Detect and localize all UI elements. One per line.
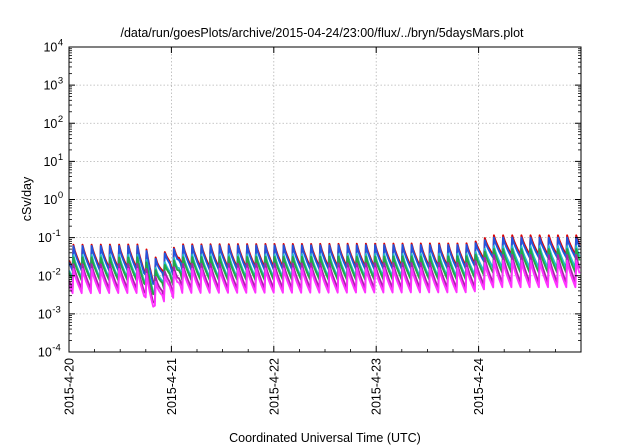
y-tick-label: 10 -3 <box>38 304 61 321</box>
y-tick-base: 10 <box>38 307 52 321</box>
x-tick-label: 2015-4-22 <box>267 358 281 415</box>
y-tick-label: 10 -2 <box>38 266 61 283</box>
x-tick-label: 2015-4-20 <box>63 358 77 415</box>
x-tick-label: 2015-4-24 <box>472 358 486 415</box>
y-tick-exponent: 4 <box>58 38 63 49</box>
y-tick-label: 10 3 <box>43 76 63 93</box>
series-line-6 <box>68 259 581 308</box>
y-axis-label: cSv/day <box>20 176 34 221</box>
y-tick-base: 10 <box>38 346 52 360</box>
y-tick-label: 10 0 <box>43 190 63 207</box>
y-tick-base: 10 <box>43 79 57 93</box>
y-tick-exponent: 2 <box>58 114 63 125</box>
y-tick-base: 10 <box>43 41 57 55</box>
y-tick-base: 10 <box>43 155 57 169</box>
x-tick-label: 2015-4-23 <box>370 358 384 415</box>
y-tick-label: 10 2 <box>43 114 63 131</box>
y-tick-exponent: 3 <box>58 76 63 87</box>
y-tick-exponent: -4 <box>52 343 60 354</box>
x-axis-label: Coordinated Universal Time (UTC) <box>229 431 421 445</box>
y-tick-base: 10 <box>43 193 57 207</box>
y-tick-label: 10 -1 <box>38 228 61 245</box>
y-tick-base: 10 <box>38 269 52 283</box>
y-tick-base: 10 <box>38 231 52 245</box>
series-group <box>68 234 581 308</box>
chart-title: /data/run/goesPlots/archive/2015-04-24/2… <box>120 26 524 40</box>
x-tick-label: 2015-4-21 <box>165 358 179 415</box>
y-tick-base: 10 <box>43 117 57 131</box>
ticks <box>68 46 581 353</box>
y-tick-exponent: -3 <box>52 304 60 315</box>
y-tick-label: 10 1 <box>43 152 63 169</box>
grid <box>69 46 581 353</box>
y-tick-label: 10 4 <box>43 38 63 55</box>
y-tick-exponent: -2 <box>52 266 60 277</box>
y-tick-exponent: 1 <box>58 152 63 163</box>
y-tick-exponent: 0 <box>58 190 63 201</box>
y-tick-exponent: -1 <box>52 228 60 239</box>
y-tick-label: 10 -4 <box>38 343 61 360</box>
x-tick-labels: 2015-4-20 2015-4-21 2015-4-22 2015-4-23 2015… <box>63 358 487 415</box>
